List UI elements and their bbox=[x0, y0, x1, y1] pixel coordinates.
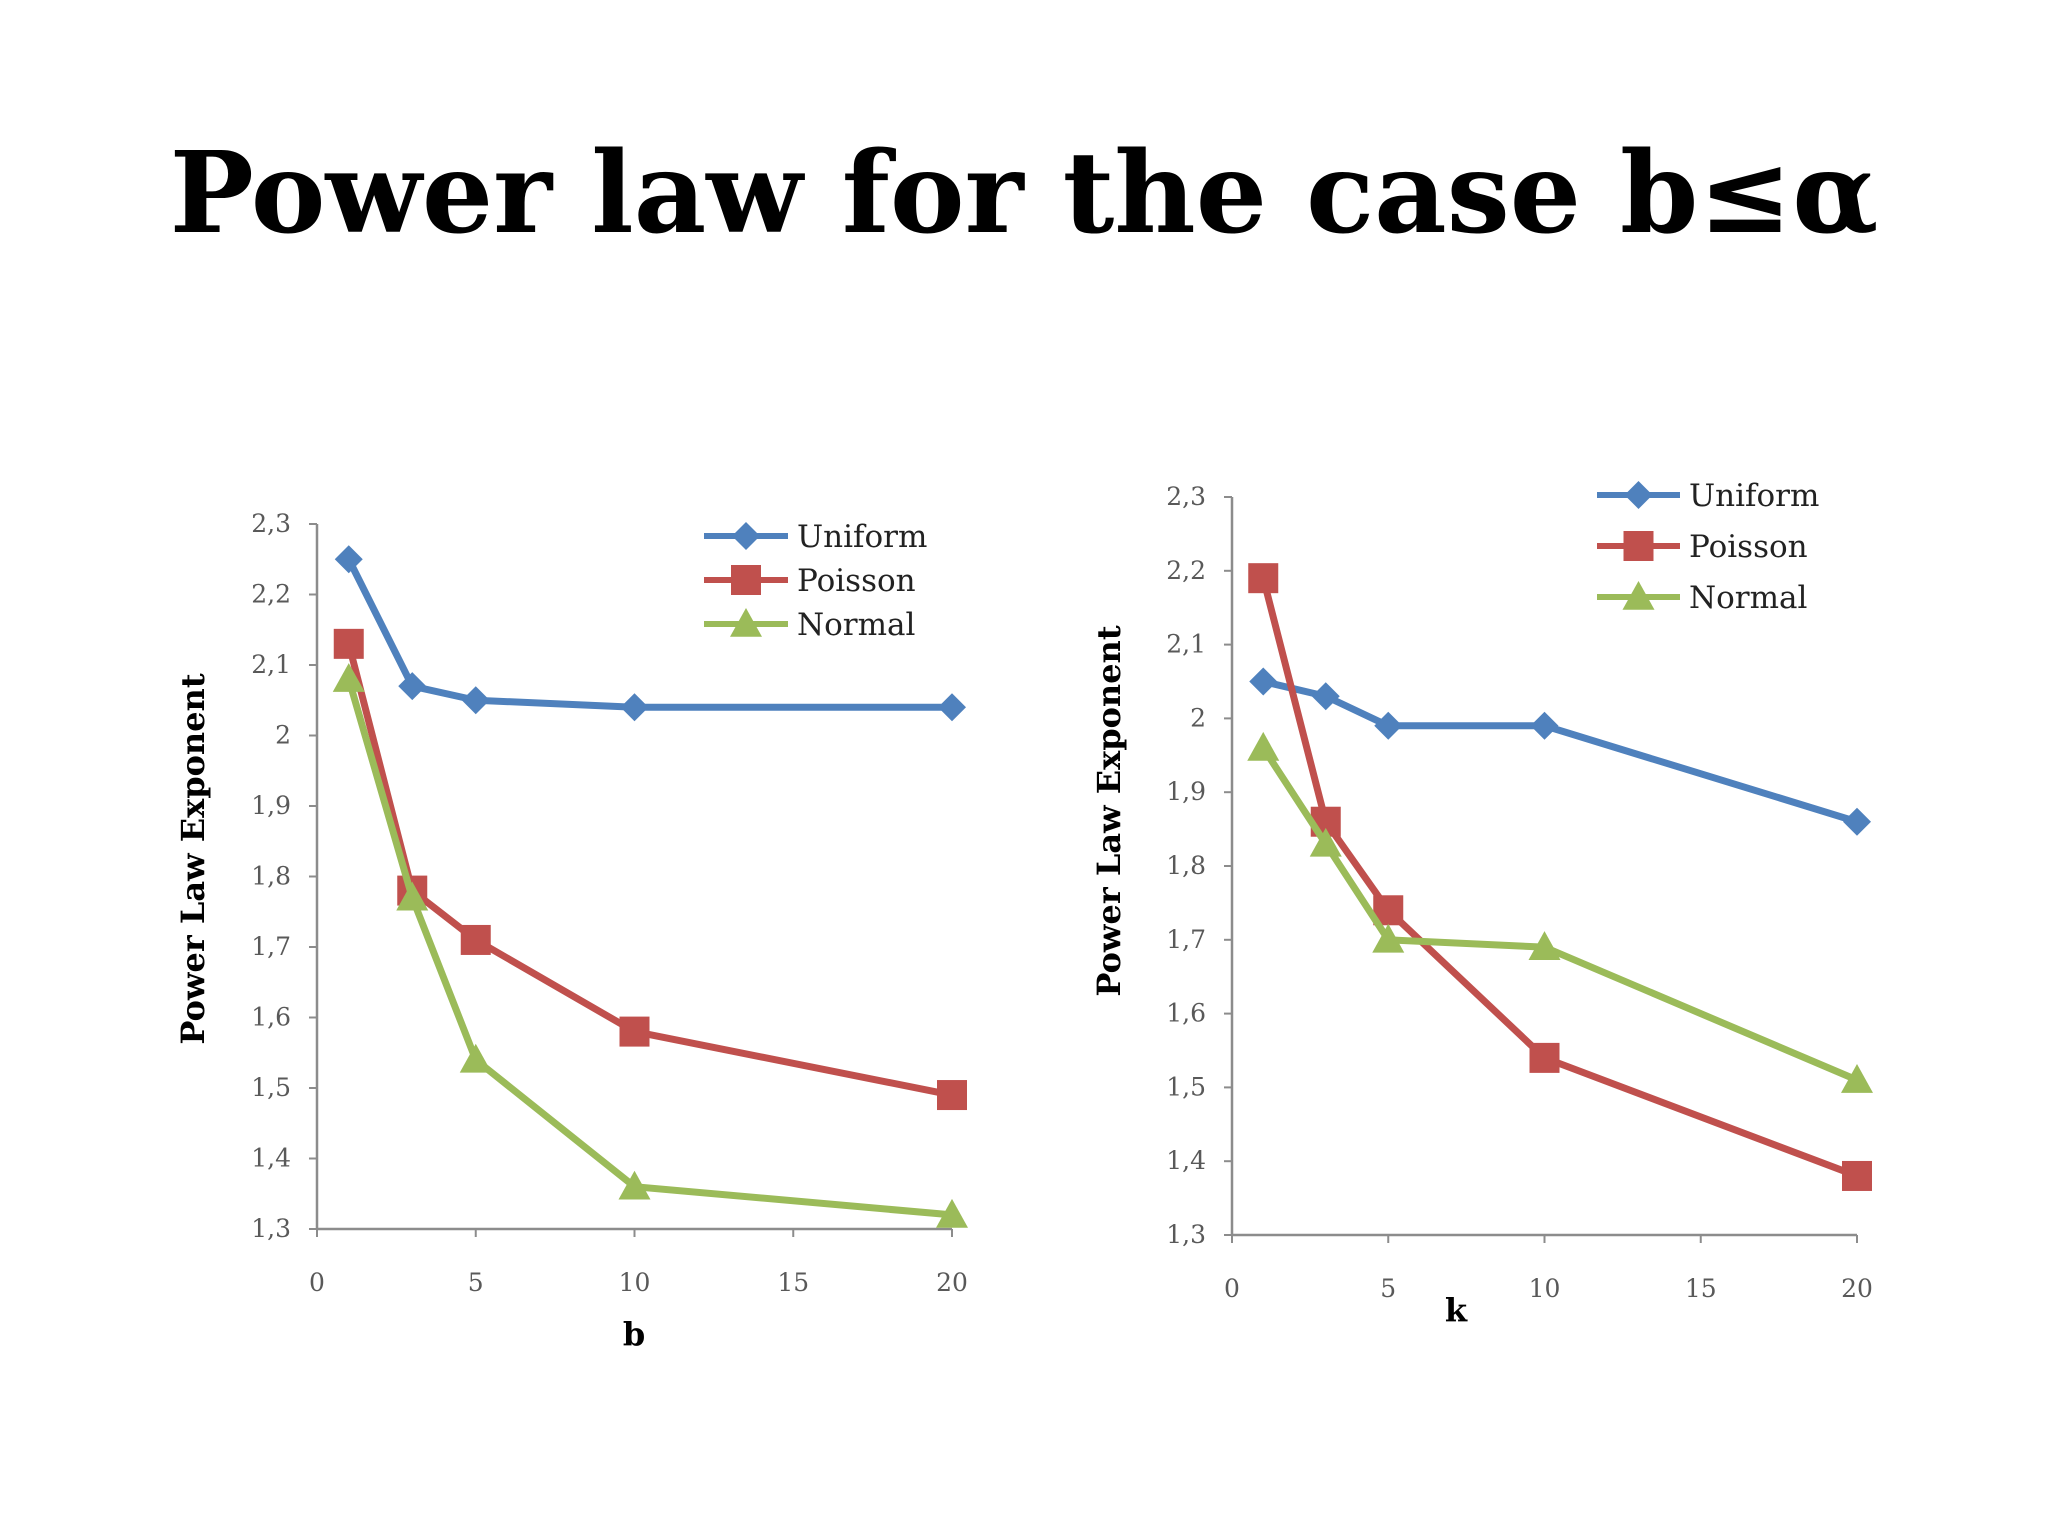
legend-label: Uniform bbox=[1689, 478, 1819, 514]
legend-marker-uniform bbox=[732, 522, 760, 550]
legend-item: Poisson bbox=[704, 563, 916, 599]
legend-item: Normal bbox=[1597, 580, 1807, 616]
data-point-poisson bbox=[1842, 1160, 1872, 1191]
y-tick-label: 2,3 bbox=[251, 509, 291, 538]
data-point-normal bbox=[618, 1170, 651, 1200]
slide-title: Power law for the case b≤α bbox=[169, 128, 1879, 259]
x-axis-title: k bbox=[1445, 1291, 1468, 1329]
data-point-uniform bbox=[398, 672, 427, 701]
y-tick-label: 1,9 bbox=[1166, 777, 1206, 806]
x-tick-label: 10 bbox=[1529, 1274, 1561, 1303]
y-tick-label: 1,3 bbox=[251, 1214, 291, 1243]
y-tick-label: 1,3 bbox=[1166, 1220, 1206, 1249]
legend-marker-poisson bbox=[1623, 531, 1654, 561]
series-poisson bbox=[333, 628, 967, 1111]
y-tick-label: 1,8 bbox=[251, 862, 291, 891]
data-point-uniform bbox=[1249, 667, 1278, 696]
data-point-poisson bbox=[1248, 563, 1279, 594]
legend-item: Uniform bbox=[1597, 478, 1819, 514]
y-tick-label: 1,8 bbox=[1166, 851, 1206, 880]
legend-marker-normal bbox=[1622, 581, 1655, 610]
series-uniform bbox=[1249, 667, 1871, 836]
legend-item: Normal bbox=[704, 607, 915, 643]
data-point-uniform bbox=[461, 686, 490, 715]
legend-item: Uniform bbox=[704, 519, 927, 555]
x-tick-label: 0 bbox=[309, 1268, 325, 1297]
y-axis-title: Power Law Exponent bbox=[1090, 625, 1128, 996]
legend-label: Normal bbox=[797, 607, 915, 643]
legend-label: Normal bbox=[1689, 580, 1807, 616]
y-tick-label: 2,2 bbox=[1166, 556, 1206, 585]
x-tick-label: 20 bbox=[936, 1268, 968, 1297]
data-point-normal bbox=[459, 1043, 492, 1073]
y-axis-title: Power Law Exponent bbox=[174, 673, 212, 1044]
data-point-normal bbox=[1372, 923, 1405, 953]
data-point-uniform bbox=[334, 545, 363, 574]
legend-marker-poisson bbox=[731, 565, 761, 595]
data-point-normal bbox=[1528, 931, 1561, 960]
x-tick-label: 5 bbox=[1380, 1274, 1396, 1303]
data-point-poisson bbox=[619, 1016, 650, 1047]
y-tick-label: 2,1 bbox=[1166, 630, 1206, 659]
legend-label: Uniform bbox=[797, 519, 927, 555]
data-point-normal bbox=[396, 881, 429, 911]
x-tick-label: 10 bbox=[619, 1268, 651, 1297]
data-point-poisson bbox=[1529, 1042, 1560, 1073]
x-tick-label: 15 bbox=[1685, 1274, 1717, 1303]
legend-item: Poisson bbox=[1597, 529, 1808, 565]
data-point-poisson bbox=[333, 628, 364, 659]
series-line-poisson bbox=[1259, 574, 1861, 1180]
legend-marker-uniform bbox=[1624, 481, 1653, 509]
data-point-normal bbox=[1247, 731, 1280, 761]
series-normal bbox=[332, 663, 968, 1228]
data-point-uniform bbox=[1374, 711, 1403, 740]
data-point-normal bbox=[1309, 827, 1342, 857]
data-point-normal bbox=[936, 1198, 968, 1228]
series-poisson bbox=[1248, 563, 1872, 1191]
x-tick-label: 5 bbox=[468, 1268, 484, 1297]
y-tick-label: 1,6 bbox=[1166, 999, 1206, 1028]
y-tick-label: 1,7 bbox=[1166, 925, 1206, 954]
data-point-uniform bbox=[1530, 711, 1559, 740]
x-axis-title: b bbox=[623, 1315, 645, 1353]
x-tick-label: 15 bbox=[777, 1268, 809, 1297]
y-tick-label: 2,1 bbox=[251, 650, 291, 679]
y-tick-label: 1,5 bbox=[1166, 1072, 1206, 1101]
data-point-uniform bbox=[1843, 807, 1871, 836]
y-tick-label: 1,9 bbox=[251, 791, 291, 820]
data-point-uniform bbox=[620, 693, 649, 722]
series-uniform bbox=[334, 545, 966, 722]
data-point-normal bbox=[332, 663, 365, 692]
y-tick-label: 2 bbox=[1190, 703, 1206, 732]
data-point-uniform bbox=[938, 693, 966, 722]
data-point-poisson bbox=[460, 924, 491, 955]
x-tick-label: 20 bbox=[1841, 1274, 1873, 1303]
legend-label: Poisson bbox=[797, 563, 916, 599]
y-tick-label: 2,3 bbox=[1166, 482, 1206, 511]
series-normal bbox=[1247, 731, 1873, 1093]
data-point-uniform bbox=[1311, 682, 1340, 711]
y-tick-label: 1,4 bbox=[1166, 1146, 1206, 1175]
legend-label: Poisson bbox=[1689, 529, 1808, 565]
y-tick-label: 1,5 bbox=[251, 1073, 291, 1102]
data-point-normal bbox=[1841, 1064, 1873, 1093]
series-line-uniform bbox=[1259, 678, 1861, 826]
y-tick-label: 2 bbox=[275, 721, 291, 750]
y-tick-label: 1,6 bbox=[251, 1003, 291, 1032]
y-tick-label: 2,2 bbox=[251, 580, 291, 609]
y-tick-label: 1,7 bbox=[251, 932, 291, 961]
y-tick-label: 1,4 bbox=[251, 1144, 291, 1173]
legend-marker-normal bbox=[730, 608, 762, 637]
x-tick-label: 0 bbox=[1224, 1274, 1240, 1303]
data-point-poisson bbox=[937, 1080, 967, 1111]
